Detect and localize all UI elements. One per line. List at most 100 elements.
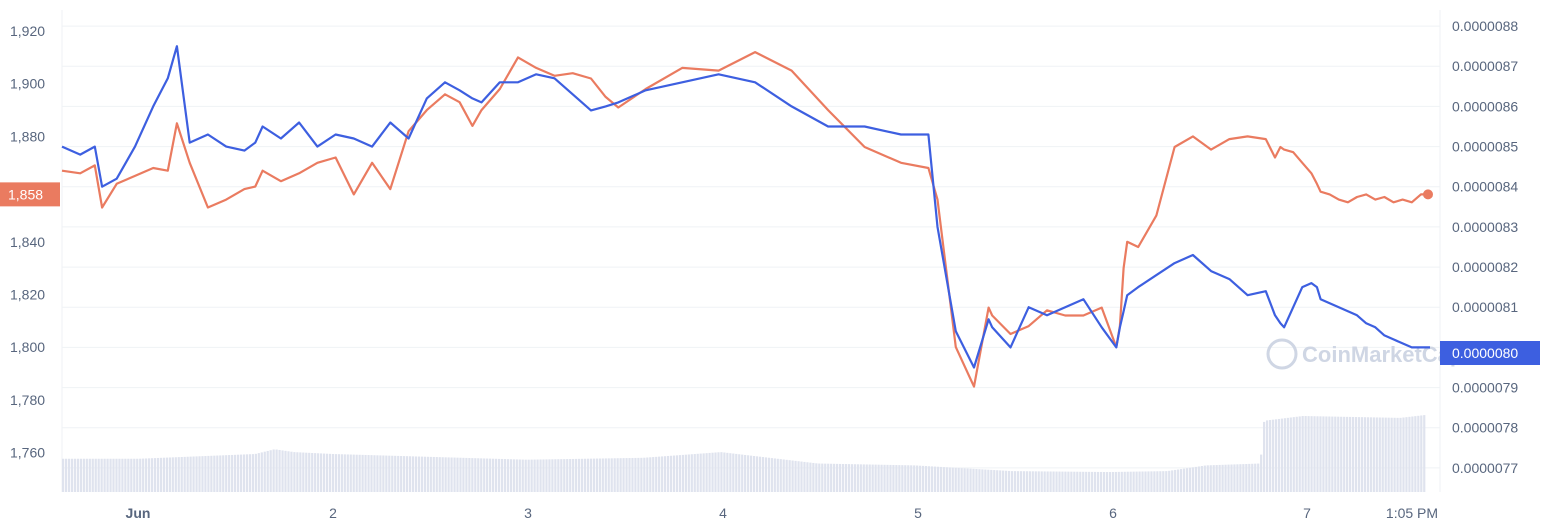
volume-bar	[1037, 471, 1040, 492]
volume-bar	[945, 467, 948, 492]
volume-bar	[990, 469, 993, 492]
volume-bar	[263, 451, 266, 492]
volume-bar	[1414, 416, 1417, 492]
volume-bar	[477, 458, 480, 492]
volume-bar	[1102, 472, 1106, 492]
volume-bar	[183, 456, 186, 492]
volume-bar	[121, 458, 124, 492]
volume-bar	[880, 464, 883, 492]
volume-bar	[459, 457, 462, 492]
volume-bar	[1132, 471, 1135, 492]
volume-bar	[904, 465, 907, 492]
volume-bar	[818, 463, 821, 492]
volume-bar	[1349, 416, 1352, 492]
volume-bar	[325, 453, 329, 492]
volume-bar	[1049, 471, 1052, 492]
volume-bar	[145, 458, 148, 492]
volume-bar	[1010, 471, 1014, 492]
volume-bar	[1028, 471, 1031, 492]
volume-bar	[278, 449, 281, 492]
volume-bar	[1239, 464, 1242, 492]
volume-bar	[432, 456, 435, 492]
volume-bar	[248, 454, 252, 492]
volume-bar	[216, 455, 219, 492]
volume-bar	[474, 458, 477, 492]
volume-bar	[441, 457, 444, 492]
volume-bar	[195, 456, 198, 492]
volume-bar	[373, 455, 376, 492]
volume-bar	[88, 458, 91, 492]
volume-bar	[189, 456, 192, 492]
x-tick-label: 1:05 PM	[1386, 505, 1438, 521]
volume-bar	[346, 454, 349, 492]
volume-bar	[720, 452, 723, 492]
volume-bar	[382, 455, 385, 492]
right-tick-label: 0.0000083	[1452, 219, 1518, 235]
volume-bar	[1082, 471, 1085, 492]
volume-bar	[1423, 415, 1426, 492]
volume-bar	[957, 467, 960, 492]
volume-bar	[755, 456, 759, 492]
volume-bar	[328, 453, 332, 492]
volume-bar	[225, 455, 228, 492]
volume-bar	[1366, 417, 1370, 492]
volume-bar	[115, 458, 118, 492]
volume-bar	[1005, 470, 1008, 492]
volume-bar	[919, 465, 922, 492]
current-price-right-tag	[1440, 341, 1540, 365]
volume-bar	[462, 457, 465, 492]
volume-bar	[1316, 416, 1319, 492]
volume-bar	[1393, 417, 1396, 492]
volume-bar	[921, 465, 925, 492]
volume-bar	[993, 470, 996, 492]
volume-bar	[892, 464, 895, 492]
volume-bar	[1203, 465, 1206, 492]
volume-bar	[1390, 417, 1393, 492]
volume-bar	[877, 464, 880, 492]
volume-bar	[785, 459, 788, 492]
volume-bar	[1334, 416, 1337, 492]
volume-bar	[124, 458, 127, 492]
volume-bar	[583, 458, 587, 492]
volume-bar	[527, 459, 530, 492]
volume-bar	[515, 459, 518, 492]
right-tick-label: 0.0000086	[1452, 98, 1518, 114]
volume-bar	[797, 461, 800, 492]
volume-bar	[1304, 416, 1307, 492]
volume-bar	[770, 458, 773, 492]
volume-bar	[450, 457, 453, 492]
volume-bar	[272, 449, 275, 492]
volume-bar	[1417, 415, 1420, 492]
volume-bar	[752, 455, 756, 492]
volume-bar	[773, 458, 776, 492]
volume-bar	[1070, 471, 1073, 492]
volume-bar	[1346, 416, 1349, 492]
volume-bar	[468, 458, 471, 492]
volume-bar	[447, 457, 450, 492]
volume-bar	[604, 458, 607, 492]
volume-bar	[1363, 417, 1367, 492]
volume-bar	[835, 463, 839, 492]
volume-bar	[1260, 454, 1263, 492]
volume-bar	[1396, 417, 1399, 492]
current-price-tags: 1,858 0.0000080	[0, 182, 1540, 365]
volume-bar	[1274, 419, 1278, 492]
volume-bar	[598, 458, 601, 492]
volume-bar	[1340, 416, 1343, 492]
volume-bar	[349, 454, 352, 492]
volume-bar	[453, 457, 456, 492]
volume-bar	[414, 456, 418, 492]
right-tick-label: 0.0000077	[1452, 460, 1518, 476]
left-tick-label: 1,780	[10, 392, 45, 408]
volume-bar	[257, 453, 260, 492]
volume-bar	[1016, 471, 1020, 492]
volume-bar	[192, 456, 195, 492]
volume-bar	[204, 456, 207, 492]
volume-bar	[456, 457, 459, 492]
x-tick-label: 2	[329, 505, 337, 521]
volume-bar	[913, 465, 916, 492]
volume-bar	[749, 455, 753, 492]
volume-bar	[788, 460, 791, 492]
volume-bar	[494, 458, 498, 492]
volume-bar	[186, 456, 189, 492]
